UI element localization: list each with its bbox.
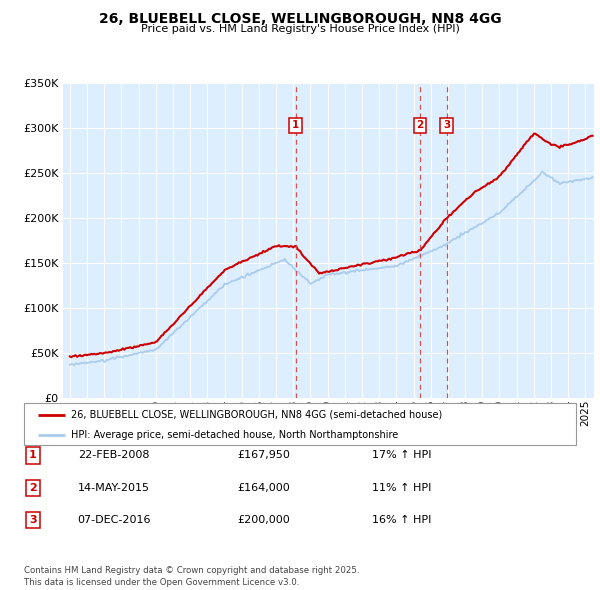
Text: Contains HM Land Registry data © Crown copyright and database right 2025.
This d: Contains HM Land Registry data © Crown c… <box>24 566 359 587</box>
Text: £167,950: £167,950 <box>238 451 290 460</box>
Text: £200,000: £200,000 <box>238 516 290 525</box>
Text: 3: 3 <box>443 120 451 130</box>
Text: Price paid vs. HM Land Registry's House Price Index (HPI): Price paid vs. HM Land Registry's House … <box>140 24 460 34</box>
Text: 26, BLUEBELL CLOSE, WELLINGBOROUGH, NN8 4GG (semi-detached house): 26, BLUEBELL CLOSE, WELLINGBOROUGH, NN8 … <box>71 410 442 420</box>
Text: 22-FEB-2008: 22-FEB-2008 <box>78 451 150 460</box>
Text: £164,000: £164,000 <box>238 483 290 493</box>
Text: 26, BLUEBELL CLOSE, WELLINGBOROUGH, NN8 4GG: 26, BLUEBELL CLOSE, WELLINGBOROUGH, NN8 … <box>98 12 502 26</box>
Text: 07-DEC-2016: 07-DEC-2016 <box>77 516 151 525</box>
Text: 3: 3 <box>29 516 37 525</box>
Text: 2: 2 <box>29 483 37 493</box>
Text: 2: 2 <box>416 120 424 130</box>
Text: 1: 1 <box>292 120 299 130</box>
Text: 16% ↑ HPI: 16% ↑ HPI <box>373 516 431 525</box>
Text: HPI: Average price, semi-detached house, North Northamptonshire: HPI: Average price, semi-detached house,… <box>71 430 398 440</box>
Text: 17% ↑ HPI: 17% ↑ HPI <box>372 451 432 460</box>
Text: 1: 1 <box>29 451 37 460</box>
Text: 14-MAY-2015: 14-MAY-2015 <box>78 483 150 493</box>
Text: 11% ↑ HPI: 11% ↑ HPI <box>373 483 431 493</box>
